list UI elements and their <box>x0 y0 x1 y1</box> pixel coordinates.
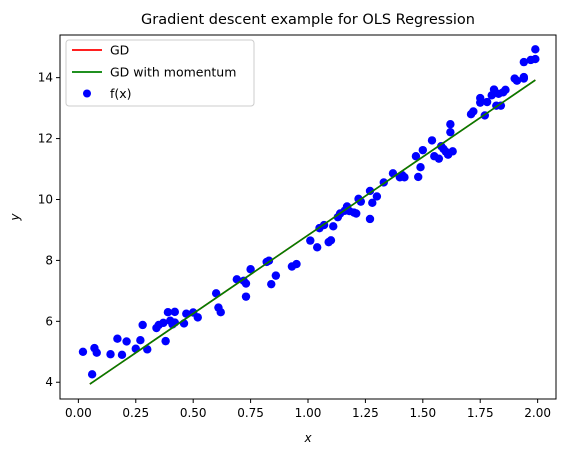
data-point <box>136 336 145 345</box>
data-point <box>512 76 522 85</box>
x-axis-label: x <box>303 431 312 445</box>
data-point <box>414 172 423 182</box>
legend-swatch-fx <box>83 89 91 98</box>
data-point <box>427 136 437 145</box>
data-point <box>434 154 444 163</box>
x-tick-label: 2.00 <box>524 406 551 420</box>
data-point <box>411 152 421 161</box>
data-point <box>326 236 336 245</box>
data-point <box>519 72 529 82</box>
data-point <box>241 292 251 301</box>
data-point <box>329 222 338 231</box>
data-point <box>246 265 255 274</box>
data-point <box>267 279 276 289</box>
data-point <box>211 289 221 298</box>
legend-box <box>65 39 255 107</box>
data-point <box>78 347 88 356</box>
data-point <box>292 259 301 269</box>
x-tick-label: 1.00 <box>295 406 322 420</box>
y-tick-label: 14 <box>38 71 53 85</box>
data-point <box>352 209 361 218</box>
data-point <box>113 334 122 343</box>
data-point <box>531 45 540 54</box>
x-tick-label: 0.75 <box>237 406 264 420</box>
series-layer <box>78 45 540 385</box>
x-tick-label: 1.25 <box>352 406 379 420</box>
data-point <box>87 370 97 379</box>
data-point <box>170 307 180 317</box>
data-point <box>446 127 455 137</box>
data-point <box>531 54 540 64</box>
data-point <box>312 243 322 252</box>
data-point <box>446 120 455 129</box>
data-point <box>122 337 131 346</box>
data-point <box>163 307 173 317</box>
x-tick-label: 0.00 <box>65 406 92 420</box>
y-axis-label: y <box>8 213 22 222</box>
data-point <box>271 271 281 280</box>
data-point <box>159 318 168 328</box>
series-line-gd-momentum <box>89 79 536 385</box>
legend: GD GD with momentum f(x) <box>65 39 255 107</box>
data-point <box>368 198 377 208</box>
x-tick-label: 1.75 <box>467 406 494 420</box>
data-point <box>418 145 428 155</box>
y-tick-label: 12 <box>38 132 53 146</box>
data-point <box>501 85 510 95</box>
data-point <box>372 192 382 201</box>
y-tick-label: 8 <box>45 253 53 267</box>
data-point <box>469 107 478 116</box>
data-point <box>306 236 315 245</box>
data-point <box>182 309 191 318</box>
data-point <box>400 173 409 182</box>
x-tick-label: 1.50 <box>409 406 436 420</box>
data-point <box>216 307 225 317</box>
data-point <box>106 350 115 359</box>
data-point <box>365 186 375 196</box>
data-point <box>193 313 202 322</box>
legend-label-gd: GD <box>110 43 129 58</box>
x-tick-label: 0.50 <box>180 406 207 420</box>
y-tick-label: 4 <box>45 375 53 389</box>
x-tick-label: 0.25 <box>122 406 149 420</box>
data-point <box>138 320 147 330</box>
legend-label-gd-momentum: GD with momentum <box>110 65 236 80</box>
data-point <box>496 101 506 110</box>
ticks-layer: 0.00 0.25 0.50 0.75 1.00 1.25 1.50 1.75 2.00 4 6 8 1… <box>38 71 551 420</box>
data-point <box>117 350 127 360</box>
data-point <box>519 57 529 67</box>
data-point <box>476 93 485 103</box>
data-point <box>482 97 492 107</box>
y-tick-label: 10 <box>38 192 53 206</box>
data-point <box>241 279 251 288</box>
data-point <box>161 336 170 346</box>
plot-frame <box>59 34 557 400</box>
data-point <box>356 197 366 206</box>
chart-title: Gradient descent example for OLS Regress… <box>141 12 475 28</box>
data-point <box>365 214 375 224</box>
legend-label-fx: f(x) <box>110 86 132 101</box>
data-point <box>416 162 425 172</box>
data-point <box>448 147 457 156</box>
y-tick-label: 6 <box>45 314 53 328</box>
data-point <box>92 348 101 357</box>
